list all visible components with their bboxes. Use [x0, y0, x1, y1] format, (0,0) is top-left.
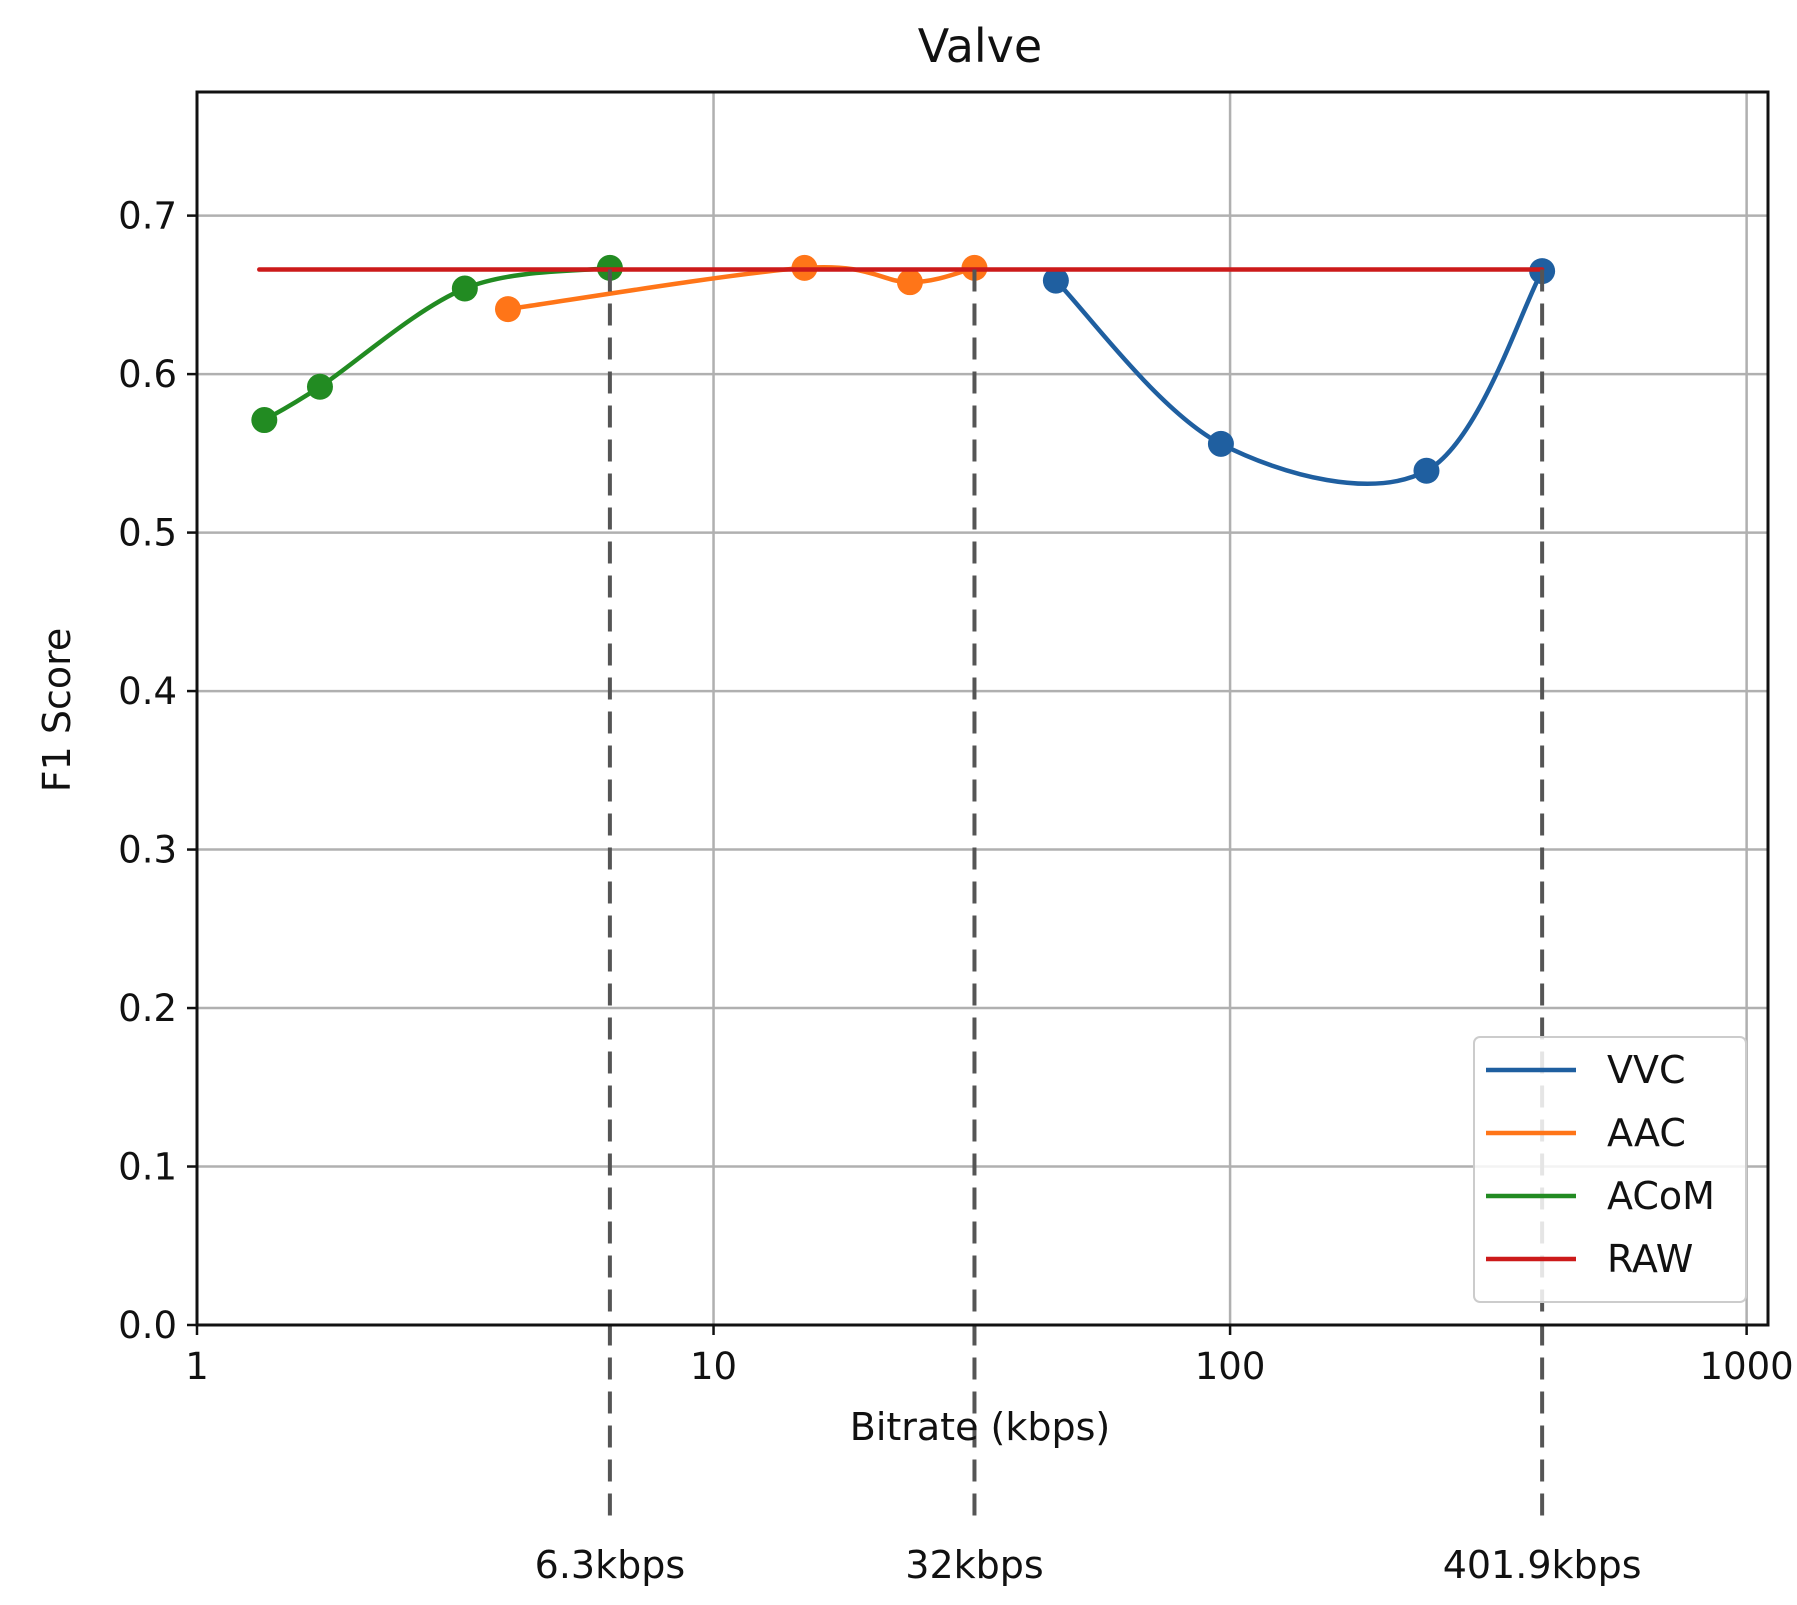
legend-label-acom: ACoM	[1607, 1174, 1715, 1218]
reference-lines: 6.3kbps 32kbps 401.9kbps	[535, 269, 1642, 1587]
axis-ticks: 1 10 100 1000 0.0 0.1 0.2 0.3 0.4 0.5 0.6 0.7	[118, 195, 1794, 1388]
data-point-aac	[896, 269, 923, 296]
data-point-acom	[251, 407, 278, 434]
x-tick-label: 1000	[1700, 1345, 1794, 1388]
legend-label-aac: AAC	[1607, 1111, 1686, 1155]
y-tick-label: 0.5	[118, 512, 177, 555]
data-point-aac	[494, 296, 521, 323]
y-tick-label: 0.7	[118, 195, 177, 238]
legend-box	[1473, 1036, 1747, 1303]
x-axis-label: Bitrate (kbps)	[850, 1405, 1111, 1449]
y-tick-label: 0.4	[118, 670, 177, 713]
y-tick-label: 0.3	[118, 829, 177, 872]
series-aac	[494, 254, 988, 323]
reference-line-label: 6.3kbps	[535, 1543, 685, 1587]
series-layer	[251, 254, 1556, 486]
x-tick-label: 100	[1195, 1345, 1266, 1388]
x-tick-label: 10	[690, 1345, 737, 1388]
data-point-acom	[306, 373, 333, 400]
y-tick-label: 0.1	[118, 1146, 177, 1189]
legend-label-raw: RAW	[1607, 1237, 1693, 1281]
data-point-acom	[451, 275, 478, 302]
reference-line-label: 401.9kbps	[1443, 1543, 1642, 1587]
y-tick-label: 0.2	[118, 987, 177, 1030]
legend-label-vvc: VVC	[1607, 1048, 1686, 1092]
legend: VVC AAC ACoM RAW	[1473, 1036, 1747, 1303]
data-point-vvc	[1413, 457, 1440, 484]
chart-title: Valve	[918, 19, 1042, 73]
data-point-vvc	[1042, 267, 1069, 294]
data-point-vvc	[1207, 430, 1234, 457]
y-tick-label: 0.6	[118, 353, 177, 396]
x-tick-label: 1	[185, 1345, 209, 1388]
reference-line-label: 32kbps	[905, 1543, 1043, 1587]
y-axis-label: F1 Score	[35, 628, 79, 793]
y-tick-label: 0.0	[118, 1304, 177, 1347]
series-line-aac	[505, 264, 977, 312]
series-line-vvc	[1053, 268, 1545, 486]
plot-frame	[195, 90, 1770, 1327]
